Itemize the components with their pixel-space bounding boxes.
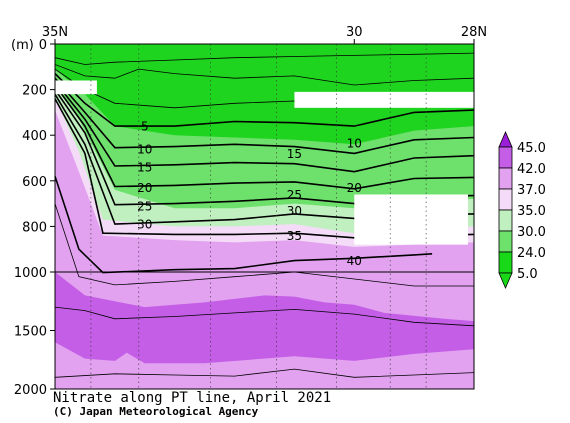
y-tick-label-7: 2000 [14,383,47,398]
contour-line-8 [55,52,474,65]
contour-label-10: 10 [347,137,362,151]
y-tick-label-1: 200 [22,84,47,99]
contour-label-5: 30 [137,218,152,232]
x-tick-label-0: 35N [42,25,68,40]
plot-frame [54,43,475,390]
x-tick-label-1: 30 [346,25,363,40]
contour-label-2: 15 [137,161,152,175]
colorbar-top-arrow [498,130,513,148]
contour-label-8: 30 [287,204,302,218]
no-data-mask-1 [294,91,474,108]
y-tick-label-3: 600 [22,175,47,190]
no-data-masks [55,80,474,245]
colorbar-bottom-arrow [498,272,513,290]
contour-line-9 [55,64,474,86]
colorbar-label-3: 35.0 [517,204,546,219]
contour-line-1 [55,77,474,155]
contour-label-3: 20 [137,181,152,195]
colorbar: 45.0 42.0 37.0 35.0 30.0 24.0 5.0 [498,130,546,290]
contour-label-0: 5 [141,120,149,134]
contour-line-13 [55,368,474,378]
contour-label-4: 25 [137,199,152,213]
contour-label-1: 10 [137,142,152,156]
contour-line-3 [55,84,474,190]
y-tick-label-2: 400 [22,129,47,144]
colorbar-segment-5 [498,251,513,274]
colorbar-segment-3 [498,209,513,232]
colorbar-label-2: 37.0 [517,183,546,198]
colorbar-label-6: 5.0 [517,267,538,282]
contour-line-12 [55,306,474,327]
colorbar-label-0: 45.0 [517,141,546,156]
chart-title: Nitrate along PT line, April 2021 [53,390,332,406]
contour-lines [55,52,474,378]
contour-line-2 [55,81,474,173]
y-tick-label-0: 0 [39,38,47,53]
colorbar-label-5: 24.0 [517,246,546,261]
y-tick-label-5: 1000 [14,266,47,281]
colorbar-segment-0 [498,146,513,169]
no-data-mask-2 [354,194,469,245]
contour-fill-6 [55,342,474,389]
no-data-mask-0 [55,80,97,95]
colorbar-segment-2 [498,188,513,211]
contour-label-7: 25 [287,188,302,202]
contour-label-11: 20 [347,181,362,195]
y-axis-unit-label: (m) [11,38,34,53]
axes: 35N 30 28N 0 200 400 600 800 1000 1500 2000 (m) [11,25,487,398]
colorbar-segment-1 [498,167,513,190]
contour-line-0 [55,73,474,127]
colorbar-label-4: 30.0 [517,225,546,240]
grid-lines [55,44,474,389]
contour-label-9: 35 [287,229,302,243]
contour-label-6: 15 [287,147,302,161]
x-tick-label-2: 28N [461,25,487,40]
y-tick-label-6: 1500 [14,325,47,340]
colorbar-label-1: 42.0 [517,162,546,177]
colorbar-segment-4 [498,230,513,253]
copyright-credit: (C) Japan Meteorological Agency [53,405,259,418]
contour-line-7 [55,175,433,274]
y-tick-label-4: 800 [22,220,47,235]
contour-labels: 5 10 15 20 25 30 15 25 30 35 10 20 40 [137,120,362,269]
contour-label-12: 40 [347,254,362,268]
